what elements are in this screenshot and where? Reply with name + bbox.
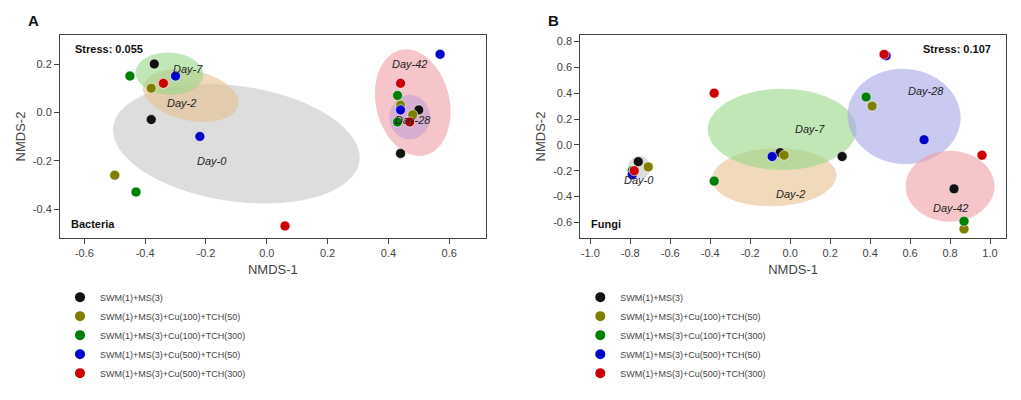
- svg-text:NMDS-1: NMDS-1: [768, 262, 818, 277]
- svg-text:NMDS-1: NMDS-1: [248, 262, 298, 277]
- svg-text:-0.6: -0.6: [553, 216, 572, 228]
- svg-text:SWM(1)+MS(3)+Cu(100)+TCH(50): SWM(1)+MS(3)+Cu(100)+TCH(50): [620, 312, 760, 322]
- svg-text:B: B: [548, 12, 559, 29]
- svg-text:-0.6: -0.6: [661, 247, 680, 259]
- svg-text:0.2: 0.2: [557, 113, 572, 125]
- svg-text:NMDS-2: NMDS-2: [533, 112, 548, 162]
- svg-text:SWM(1)+MS(3)+Cu(500)+TCH(50): SWM(1)+MS(3)+Cu(500)+TCH(50): [620, 350, 760, 360]
- svg-text:Fungi: Fungi: [591, 218, 621, 230]
- svg-text:0.8: 0.8: [942, 247, 957, 259]
- svg-text:0.4: 0.4: [381, 247, 396, 259]
- svg-text:NMDS-2: NMDS-2: [13, 112, 28, 162]
- svg-text:Day-2: Day-2: [776, 188, 805, 200]
- svg-text:Stress: 0.107: Stress: 0.107: [923, 43, 991, 55]
- svg-text:-0.2: -0.2: [33, 155, 52, 167]
- svg-text:0.0: 0.0: [783, 247, 798, 259]
- svg-text:Day-42: Day-42: [392, 58, 427, 70]
- svg-text:-0.4: -0.4: [701, 247, 720, 259]
- svg-text:SWM(1)+MS(3): SWM(1)+MS(3): [100, 293, 163, 303]
- svg-text:Bacteria: Bacteria: [71, 218, 115, 230]
- svg-text:-0.4: -0.4: [33, 203, 52, 215]
- svg-text:0.0: 0.0: [37, 106, 52, 118]
- svg-text:0.8: 0.8: [557, 35, 572, 47]
- svg-text:Day-0: Day-0: [624, 174, 654, 186]
- svg-text:0.6: 0.6: [442, 247, 457, 259]
- svg-text:1.0: 1.0: [982, 247, 997, 259]
- svg-text:-0.4: -0.4: [136, 247, 155, 259]
- svg-text:Day-28: Day-28: [395, 114, 431, 126]
- svg-text:0.2: 0.2: [822, 247, 837, 259]
- svg-text:Day-2: Day-2: [167, 97, 196, 109]
- svg-text:0.4: 0.4: [862, 247, 877, 259]
- svg-text:Day-28: Day-28: [908, 85, 944, 97]
- svg-text:0.2: 0.2: [37, 58, 52, 70]
- svg-text:0.6: 0.6: [557, 61, 572, 73]
- svg-text:-0.6: -0.6: [75, 247, 94, 259]
- svg-text:Stress: 0.055: Stress: 0.055: [75, 43, 143, 55]
- svg-text:-0.2: -0.2: [196, 247, 215, 259]
- svg-text:A: A: [28, 12, 39, 29]
- svg-text:-0.2: -0.2: [741, 247, 760, 259]
- svg-text:-1.0: -1.0: [581, 247, 600, 259]
- svg-text:0.2: 0.2: [320, 247, 335, 259]
- svg-text:0.0: 0.0: [557, 139, 572, 151]
- svg-text:-0.8: -0.8: [621, 247, 640, 259]
- svg-text:SWM(1)+MS(3)+Cu(500)+TCH(300): SWM(1)+MS(3)+Cu(500)+TCH(300): [100, 369, 245, 379]
- svg-text:SWM(1)+MS(3)+Cu(500)+TCH(300): SWM(1)+MS(3)+Cu(500)+TCH(300): [620, 369, 765, 379]
- svg-text:SWM(1)+MS(3)+Cu(500)+TCH(50): SWM(1)+MS(3)+Cu(500)+TCH(50): [100, 350, 240, 360]
- svg-text:-0.4: -0.4: [553, 190, 572, 202]
- svg-text:SWM(1)+MS(3)+Cu(100)+TCH(300): SWM(1)+MS(3)+Cu(100)+TCH(300): [620, 331, 765, 341]
- svg-text:Day-7: Day-7: [795, 123, 825, 135]
- svg-text:Day-0: Day-0: [197, 155, 227, 167]
- svg-text:Day-7: Day-7: [173, 63, 203, 75]
- svg-text:SWM(1)+MS(3): SWM(1)+MS(3): [620, 293, 683, 303]
- svg-text:0.6: 0.6: [902, 247, 917, 259]
- svg-text:0.0: 0.0: [259, 247, 274, 259]
- svg-text:-0.2: -0.2: [553, 165, 572, 177]
- svg-text:SWM(1)+MS(3)+Cu(100)+TCH(300): SWM(1)+MS(3)+Cu(100)+TCH(300): [100, 331, 245, 341]
- svg-text:SWM(1)+MS(3)+Cu(100)+TCH(50): SWM(1)+MS(3)+Cu(100)+TCH(50): [100, 312, 240, 322]
- svg-text:Day-42: Day-42: [933, 202, 968, 214]
- svg-text:0.4: 0.4: [557, 87, 572, 99]
